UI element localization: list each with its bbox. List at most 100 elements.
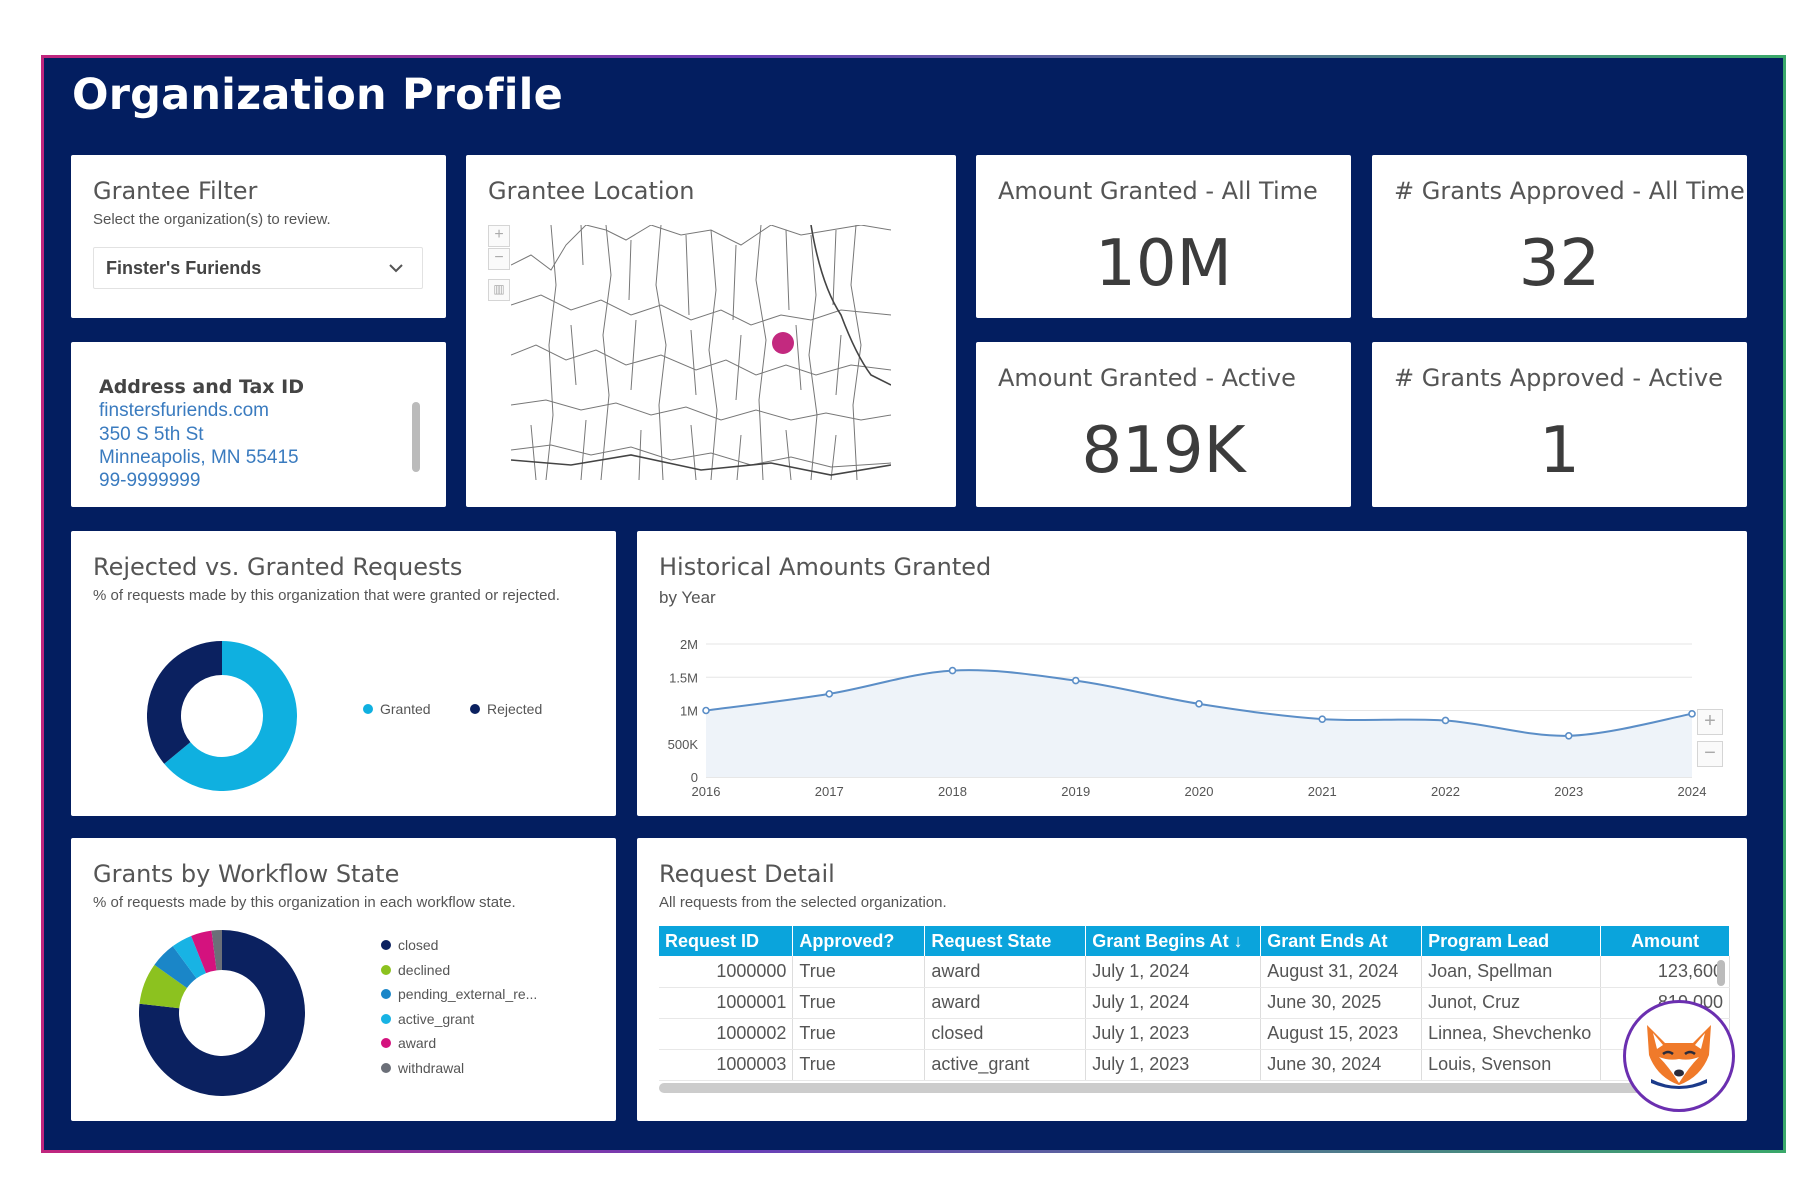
col-amount[interactable]: Amount — [1600, 926, 1730, 956]
map-zoom-out-button[interactable]: − — [488, 248, 510, 270]
request-table: Request ID Approved? Request State Grant… — [659, 926, 1730, 1081]
col-grant-ends-at[interactable]: Grant Ends At — [1260, 926, 1423, 956]
amount-granted-all-time-label: Amount Granted - All Time — [998, 177, 1318, 205]
workflow-state-title: Grants by Workflow State — [93, 860, 400, 888]
data-point[interactable] — [825, 690, 834, 698]
legend-swatch — [381, 1038, 391, 1048]
data-point[interactable] — [1195, 700, 1203, 708]
table-vertical-scrollbar[interactable] — [1717, 960, 1725, 986]
amount-granted-active-label: Amount Granted - Active — [998, 364, 1296, 392]
fox-icon — [1647, 1025, 1711, 1089]
donut-slice-rejected[interactable] — [147, 641, 223, 764]
legend-label: withdrawal — [398, 1059, 465, 1076]
donut-slice-pending-external-re-[interactable] — [154, 946, 198, 989]
legend-closed[interactable]: closed — [381, 937, 438, 953]
request-detail-title: Request Detail — [659, 860, 835, 888]
chart-zoom-out-button[interactable]: − — [1697, 741, 1723, 767]
legend-swatch — [381, 1013, 391, 1024]
legend-label: pending_external_re... — [398, 986, 538, 1002]
historical-amounts-card: Historical Amounts Granted by Year 0 500K… — [637, 531, 1747, 816]
x-tick-label: 2017 — [815, 784, 844, 799]
legend-pending-external-re[interactable]: pending_external_re... — [381, 986, 537, 1002]
donut-slice-withdrawal[interactable] — [211, 930, 223, 971]
table-row[interactable]: 1000003 True active_grant July 1, 2023 J… — [659, 1049, 1730, 1081]
x-tick-label: 2019 — [1061, 784, 1090, 799]
chart-zoom-in-button[interactable]: + — [1697, 709, 1723, 735]
x-tick-label: 2020 — [1185, 784, 1214, 799]
table-row[interactable]: 1000002 True closed July 1, 2023 August … — [659, 1018, 1730, 1050]
grantee-filter-card: Grantee Filter Select the organization(s… — [71, 155, 446, 318]
page-title: Organization Profile — [72, 70, 563, 120]
legend-active-grant[interactable]: active_grant — [381, 1011, 474, 1027]
cell-grant-ends: August 31, 2024 — [1260, 956, 1423, 988]
cell-request-id: 1000000 — [659, 956, 794, 988]
grants-approved-active-value: 1 — [1539, 414, 1580, 488]
data-point[interactable] — [1318, 715, 1327, 723]
donut-slice-granted[interactable] — [164, 641, 297, 791]
legend-award[interactable]: award — [381, 1035, 436, 1051]
data-point[interactable] — [948, 666, 957, 675]
legend-granted[interactable]: Granted — [363, 701, 431, 717]
legend-withdrawal[interactable]: withdrawal — [381, 1060, 464, 1076]
col-request-id[interactable]: Request ID — [659, 926, 794, 956]
grants-approved-all-time-card: # Grants Approved - All Time 32 — [1372, 155, 1747, 318]
rejected-granted-title: Rejected vs. Granted Requests — [93, 553, 463, 581]
map-zoom-in-button[interactable]: + — [488, 225, 510, 247]
donut-slice-active-grant[interactable] — [172, 935, 207, 979]
col-program-lead[interactable]: Program Lead — [1421, 926, 1602, 956]
workflow-state-donut[interactable] — [139, 930, 305, 1096]
county-map[interactable] — [511, 225, 891, 480]
x-tick-label: 2021 — [1308, 784, 1337, 799]
dashboard-frame: Organization Profile Grantee Filter Sele… — [41, 55, 1786, 1153]
cell-approved: True — [792, 1049, 926, 1081]
grantee-select[interactable]: Finster's Furiends — [93, 247, 423, 289]
legend-declined[interactable]: declined — [381, 962, 450, 978]
cell-request-id: 1000003 — [659, 1049, 794, 1081]
cell-grant-begins: July 1, 2023 — [1085, 1049, 1262, 1081]
col-request-state[interactable]: Request State — [924, 926, 1087, 956]
table-horizontal-scrollbar[interactable] — [659, 1083, 1699, 1093]
col-approved[interactable]: Approved? — [792, 926, 926, 956]
data-point[interactable] — [702, 706, 710, 715]
historical-amounts-subtitle: by Year — [659, 588, 716, 607]
fox-logo — [1623, 1000, 1735, 1112]
cell-request-id: 1000002 — [659, 1018, 794, 1050]
grants-approved-all-time-value: 32 — [1518, 227, 1601, 301]
cell-approved: True — [792, 956, 926, 988]
grants-approved-active-label: # Grants Approved - Active — [1394, 364, 1723, 392]
table-row[interactable]: 1000001 True award July 1, 2024 June 30,… — [659, 987, 1730, 1019]
legend-rejected[interactable]: Rejected — [470, 701, 542, 717]
donut-slice-closed[interactable] — [139, 930, 305, 1096]
amount-granted-active-value: 819K — [1081, 414, 1246, 488]
data-point[interactable] — [1688, 710, 1696, 718]
legend-label: award — [398, 1035, 437, 1051]
request-detail-subtitle: All requests from the selected organizat… — [659, 894, 947, 911]
x-tick-label: 2024 — [1678, 784, 1707, 799]
data-point[interactable] — [1441, 716, 1450, 725]
rejected-granted-donut[interactable] — [147, 641, 297, 791]
historical-amounts-chart[interactable]: 0 500K 1M 1.5M 2M 2016 2017 2018 2019 2020 2021 202… — [637, 611, 1747, 816]
data-point[interactable] — [1071, 676, 1080, 685]
x-tick-label: 2023 — [1554, 784, 1583, 799]
cell-program-lead: Louis, Svenson — [1421, 1049, 1602, 1081]
data-point[interactable] — [1564, 731, 1573, 740]
address-scrollbar[interactable] — [412, 402, 420, 472]
map-layers-button[interactable]: ▥ — [488, 279, 510, 301]
cell-program-lead: Junot, Cruz — [1421, 987, 1602, 1019]
table-row[interactable]: 1000000 True award July 1, 2024 August 3… — [659, 956, 1730, 988]
y-tick-label: 1M — [680, 704, 698, 719]
grantee-filter-title: Grantee Filter — [93, 177, 258, 205]
legend-swatch — [381, 1062, 391, 1073]
amount-granted-all-time-value: 10M — [1095, 227, 1232, 301]
rejected-granted-card: Rejected vs. Granted Requests % of reque… — [71, 531, 616, 816]
donut-slice-award[interactable] — [191, 930, 218, 974]
cell-approved: True — [792, 987, 926, 1019]
donut-slice-declined[interactable] — [139, 964, 188, 1010]
col-grant-begins-at[interactable]: Grant Begins At ↓ — [1085, 926, 1262, 956]
address-website-link[interactable]: finstersfuriends.com — [99, 400, 270, 421]
legend-granted-swatch — [363, 704, 373, 714]
legend-label: declined — [398, 961, 451, 978]
cell-grant-ends: June 30, 2025 — [1260, 987, 1423, 1019]
legend-swatch — [381, 989, 391, 999]
y-tick-label: 2M — [680, 637, 698, 652]
